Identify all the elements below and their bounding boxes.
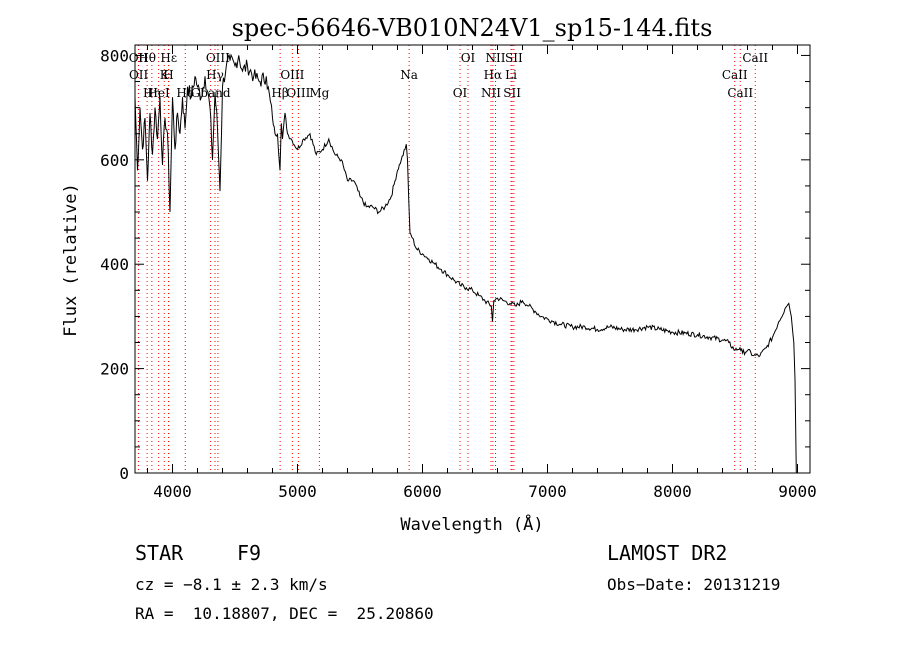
y-tick-label: 800 bbox=[100, 46, 129, 65]
survey-name: LAMOST DR2 bbox=[607, 541, 728, 565]
line-label: Hα bbox=[484, 68, 503, 82]
line-label: NII bbox=[486, 51, 506, 65]
coordinates: RA = 10.18807, DEC = 25.20860 bbox=[135, 604, 434, 623]
spectrum-series-line bbox=[134, 53, 798, 474]
line-label: OII bbox=[129, 68, 149, 82]
line-label: OI bbox=[461, 51, 476, 65]
object-subclass: F9 bbox=[237, 541, 262, 565]
line-label: Hγ bbox=[206, 68, 224, 82]
line-label: OIII bbox=[280, 68, 304, 82]
line-label: Gband bbox=[191, 86, 231, 100]
x-tick-label: 9000 bbox=[778, 482, 817, 501]
line-label: OI bbox=[453, 86, 468, 100]
x-axis-ticks: 4000 5000 6000 7000 8000 9000 bbox=[147, 45, 817, 501]
line-label: CaII bbox=[742, 51, 768, 65]
line-label: NII bbox=[481, 86, 501, 100]
line-label: CaII bbox=[722, 68, 748, 82]
y-axis-label: Flux (relative) bbox=[61, 183, 81, 337]
line-label: SII bbox=[503, 86, 521, 100]
x-tick-label: 7000 bbox=[528, 482, 567, 501]
x-axis-label: Wavelength (Å) bbox=[400, 513, 543, 535]
y-tick-label: 200 bbox=[100, 360, 129, 379]
line-label: Hθ bbox=[138, 51, 156, 65]
object-class: STAR bbox=[135, 541, 184, 565]
x-tick-label: 8000 bbox=[653, 482, 692, 501]
plot-frame bbox=[134, 44, 811, 474]
line-label: Hβ bbox=[271, 86, 288, 100]
line-label: OIII bbox=[206, 51, 230, 65]
obs-date: Obs−Date: 20131219 bbox=[607, 575, 781, 594]
line-label: K bbox=[160, 68, 170, 82]
line-label: OII bbox=[129, 51, 149, 65]
x-tick-label: 6000 bbox=[403, 482, 442, 501]
redshift-cz: cz = −8.1 ± 2.3 km/s bbox=[135, 575, 328, 594]
line-label: Hε bbox=[160, 51, 177, 65]
line-label: OIII bbox=[286, 86, 310, 100]
line-label: CaII bbox=[727, 86, 753, 100]
line-label: SII bbox=[505, 51, 523, 65]
x-tick-label: 5000 bbox=[278, 482, 317, 501]
line-label: Hδ bbox=[176, 86, 194, 100]
line-label: Na bbox=[400, 68, 418, 82]
y-tick-label: 600 bbox=[100, 151, 129, 170]
chart-title: spec-56646-VB010N24V1_sp15-144.fits bbox=[232, 14, 713, 42]
spectral-line-markers bbox=[137, 45, 756, 473]
line-label: Mg bbox=[309, 86, 329, 100]
line-label: Hη bbox=[143, 86, 161, 100]
line-label: Li bbox=[505, 68, 517, 82]
y-axis-ticks: 0 200 400 600 800 bbox=[100, 46, 810, 483]
line-label: H bbox=[163, 68, 173, 82]
x-tick-label: 4000 bbox=[153, 482, 192, 501]
y-tick-label: 0 bbox=[119, 464, 129, 483]
line-label: HeI bbox=[147, 86, 170, 100]
y-tick-label: 400 bbox=[100, 255, 129, 274]
